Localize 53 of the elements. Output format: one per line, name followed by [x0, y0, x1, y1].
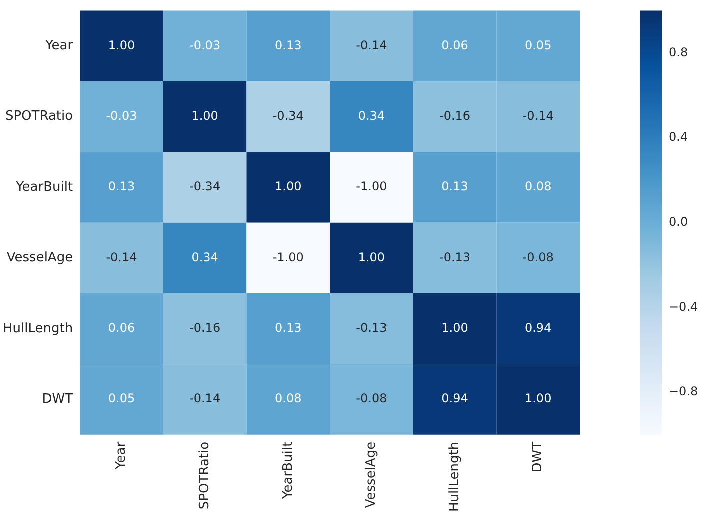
data-label: -0.14	[356, 38, 388, 52]
data-label: 1.00	[442, 321, 468, 336]
x-tick-label: Year	[114, 441, 130, 470]
y-tick-label: VesselAge	[6, 250, 74, 266]
data-label: 0.06	[108, 321, 136, 336]
data-label: 1.00	[358, 250, 386, 264]
x-tick-label: VesselAge	[364, 442, 380, 508]
data-label: -0.03	[106, 108, 138, 123]
data-label: -0.16	[439, 108, 471, 123]
data-label: 0.94	[442, 392, 468, 406]
data-label: -0.14	[106, 250, 138, 264]
data-label: 0.94	[524, 321, 552, 336]
data-label: 0.34	[192, 250, 218, 264]
data-label: 0.06	[442, 38, 468, 52]
data-label: 1.00	[275, 180, 302, 194]
data-label: -1.00	[356, 180, 388, 194]
data-label: 0.13	[108, 180, 136, 194]
data-label: -0.16	[190, 321, 221, 336]
y-tick-label: DWT	[42, 392, 74, 407]
y-tick-label: Year	[44, 38, 74, 54]
data-label: 0.34	[358, 108, 386, 123]
data-label: 1.00	[524, 392, 552, 406]
y-tick-label: SPOTRatio	[5, 109, 74, 124]
y-tick-label: HullLength	[3, 321, 74, 336]
data-label: -0.13	[439, 250, 471, 264]
data-label: -0.14	[522, 108, 554, 123]
data-label: 0.13	[442, 180, 468, 194]
data-label: 0.08	[275, 392, 302, 406]
data-label: 0.13	[275, 321, 302, 336]
data-label: -1.00	[272, 250, 304, 264]
data-label: -0.34	[190, 180, 221, 194]
data-label: -0.13	[356, 321, 388, 336]
data-label: -0.08	[522, 250, 554, 264]
data-label: -0.03	[190, 38, 221, 52]
data-label: -0.14	[190, 392, 221, 406]
data-label: 0.13	[275, 38, 302, 52]
data-label: 1.00	[108, 38, 136, 52]
data-label: 1.00	[192, 108, 218, 123]
data-label: -0.08	[356, 392, 388, 406]
data-label: 0.05	[108, 392, 136, 406]
color-bar-label: −0.4	[669, 300, 698, 314]
color-bar-label: 0.0	[669, 214, 688, 229]
x-tick-label: YearBuilt	[280, 442, 296, 500]
color-bar-label: 0.4	[669, 130, 688, 144]
color-bar-label: −0.8	[669, 384, 698, 399]
x-tick-label: HullLength	[447, 442, 462, 512]
x-tick-label: SPOTRatio	[197, 442, 212, 510]
data-label: 0.05	[524, 38, 552, 52]
data-label: 0.08	[524, 180, 552, 194]
color-bar-label: 0.8	[669, 45, 688, 60]
data-label: -0.34	[272, 108, 304, 123]
y-tick-label: YearBuilt	[15, 180, 74, 195]
x-tick-label: DWT	[530, 442, 546, 473]
